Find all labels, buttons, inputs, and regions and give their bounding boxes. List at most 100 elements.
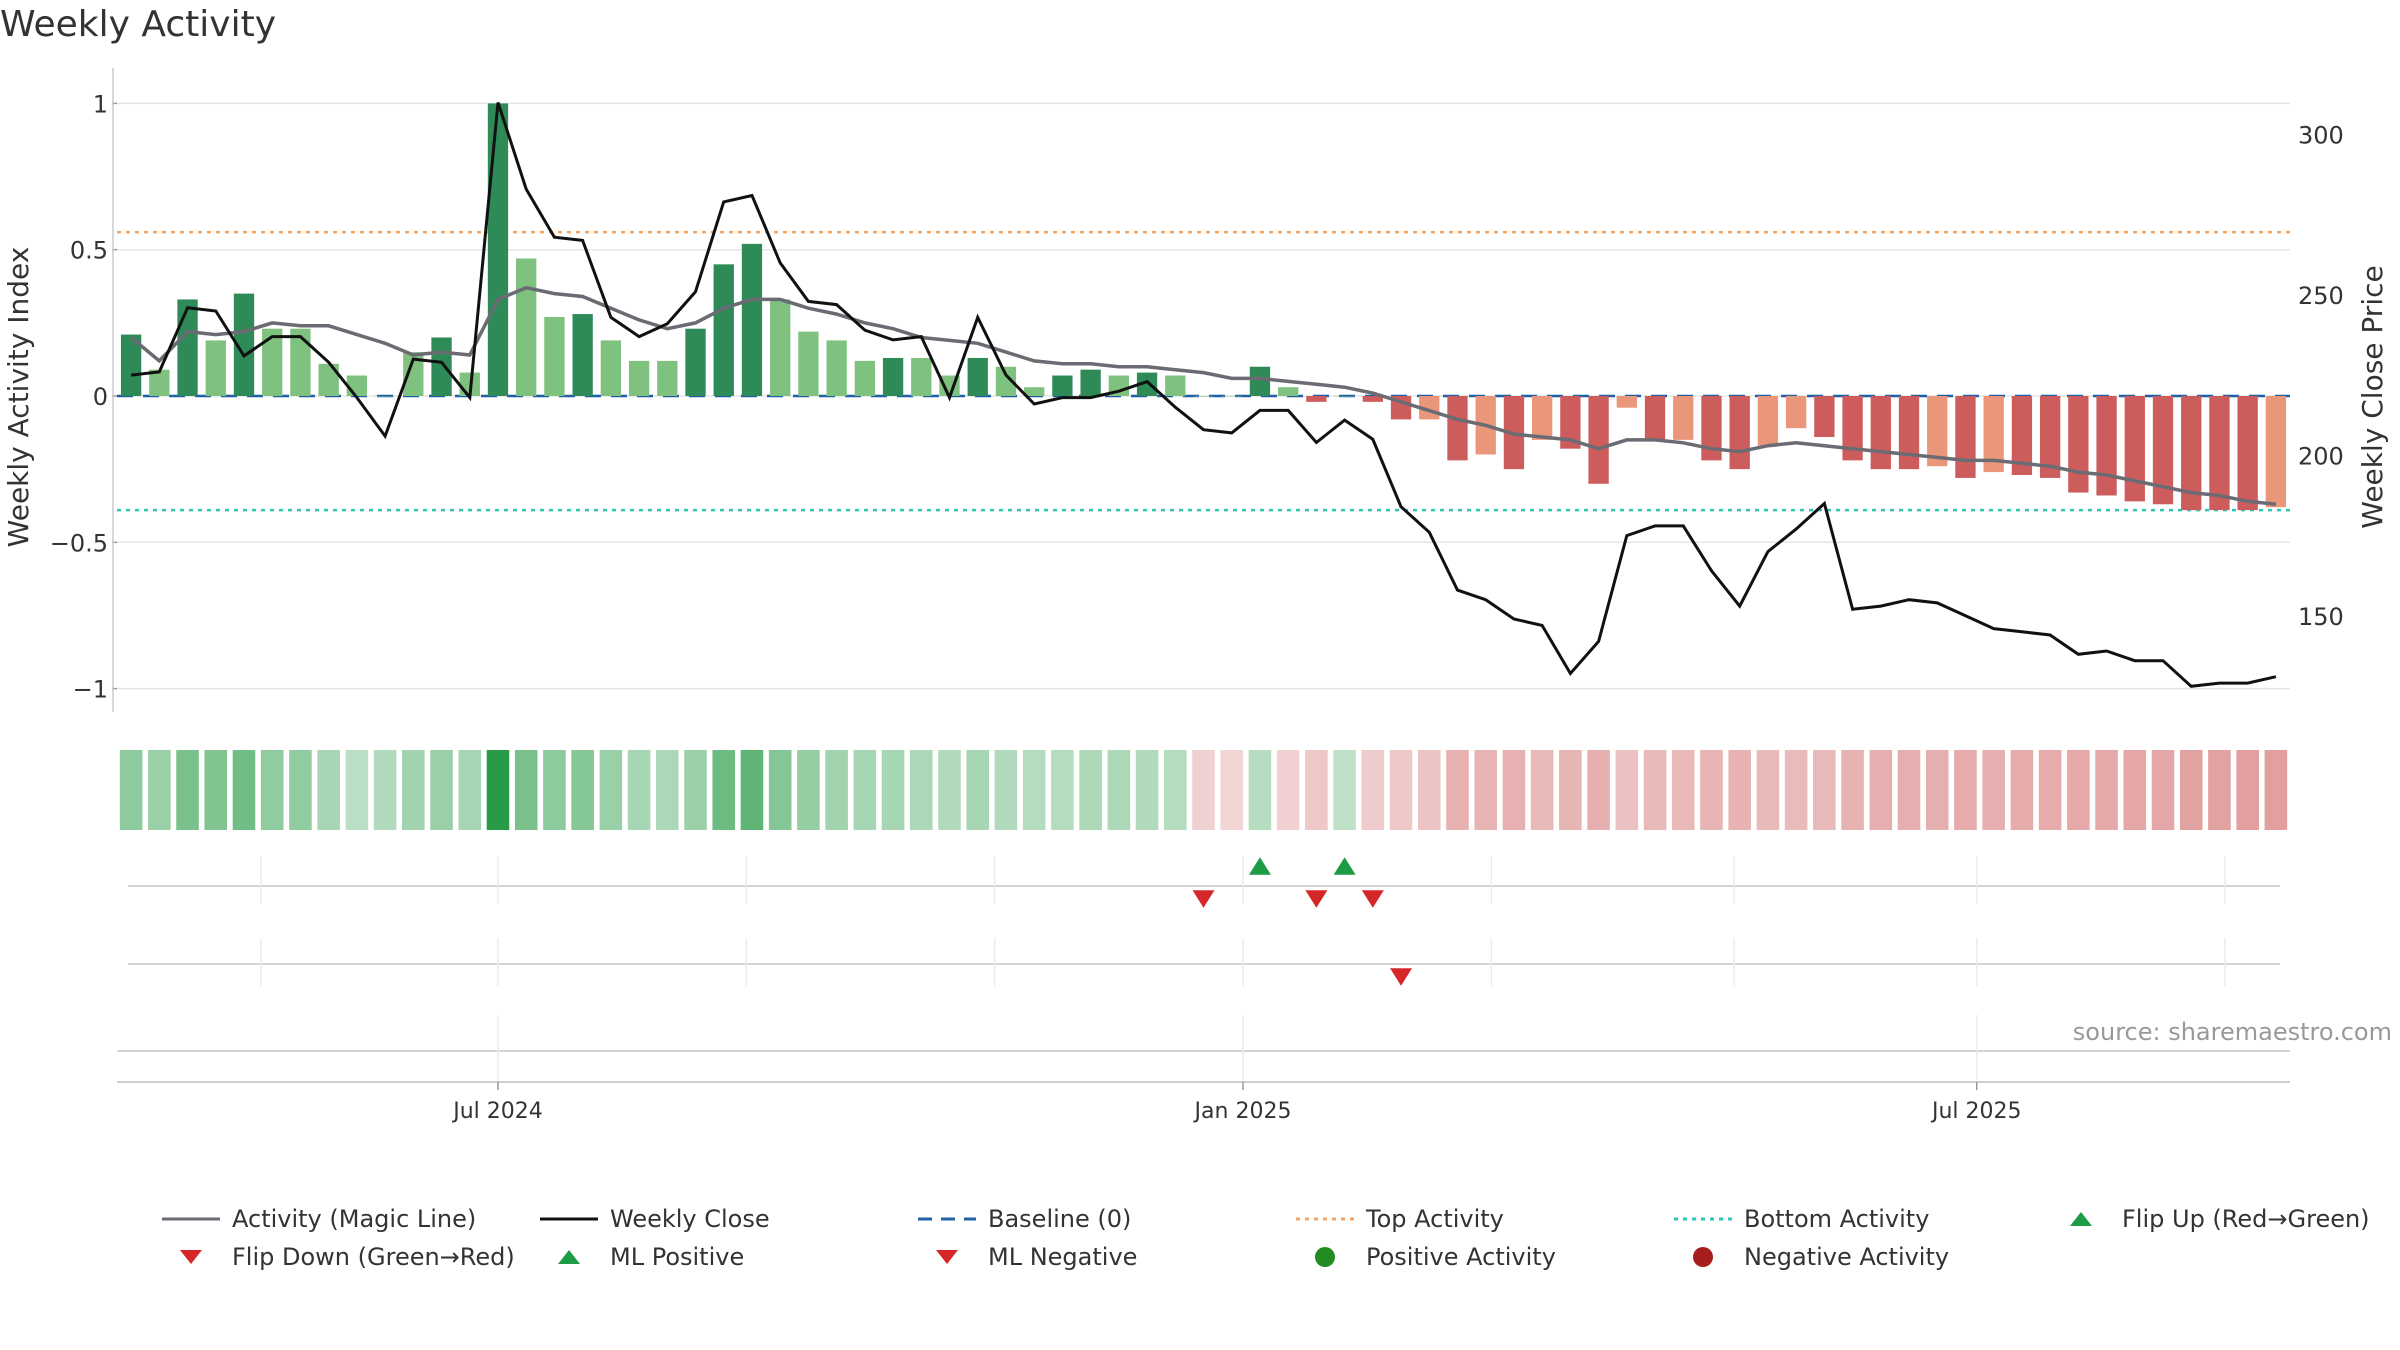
heat-strip-cell (2179, 750, 2203, 830)
weekly-close-line (130, 102, 2277, 688)
activity-bar (1898, 396, 1920, 470)
heat-strip-cell (1305, 750, 1328, 830)
activity-bar (2237, 396, 2258, 511)
activity-bar (233, 293, 255, 396)
heat-strip-cell (1869, 750, 1893, 830)
activity-bar (374, 396, 396, 397)
left-axis-label: Weekly Activity Index (2, 247, 35, 548)
activity-bar (516, 258, 537, 396)
triangle-up-icon (2050, 1207, 2112, 1231)
heat-strip-cell (1671, 750, 1695, 830)
close-line-key-icon (538, 1207, 600, 1231)
heat-strip-cell (1248, 750, 1272, 830)
baseline-key-icon (916, 1207, 978, 1231)
activity-bar (487, 103, 509, 396)
activity-bar (2124, 396, 2145, 502)
x-tick-label: Jan 2025 (1193, 1099, 1292, 1124)
heat-strip (119, 750, 2288, 830)
activity-bar (403, 352, 424, 396)
heat-strip-cell (176, 750, 199, 830)
activity-bar (1955, 396, 1976, 478)
negative-dot-icon (1672, 1245, 1734, 1269)
ml-negative-marker (1361, 890, 1384, 908)
legend-item: Weekly Close (538, 1205, 770, 1233)
ml-positive-marker (1248, 857, 1271, 875)
legend-label: Flip Down (Green→Red) (232, 1243, 515, 1271)
activity-bar (911, 357, 932, 396)
page-title: Weekly Activity (0, 4, 277, 45)
heat-strip-cell (966, 750, 990, 830)
heat-strip-cell (2151, 750, 2175, 830)
activity-bar (262, 328, 283, 396)
legend-item: Flip Up (Red→Green) (2050, 1205, 2370, 1233)
heat-strip-cell (740, 750, 764, 830)
heat-strip-cell (1925, 750, 1949, 830)
activity-bar (318, 363, 339, 396)
activity-bar (2096, 396, 2117, 496)
magic-line-key-icon (160, 1207, 222, 1231)
legend-label: Bottom Activity (1744, 1205, 1930, 1233)
activity-bar (1842, 396, 1863, 461)
left-tick-label: 0.5 (70, 237, 108, 265)
activity-bar (1701, 396, 1722, 461)
activity-bar (1673, 396, 1694, 440)
bottom-activity-key-icon (1672, 1207, 1734, 1231)
activity-bar (2181, 396, 2202, 511)
activity-bar (1334, 396, 1355, 397)
heat-strip-cell (486, 750, 510, 830)
ml-positive-marker (1333, 857, 1356, 875)
heat-strip-cell (1051, 750, 1074, 830)
activity-bar (2209, 396, 2230, 511)
right-tick-label: 300 (2298, 122, 2344, 150)
activity-bar (713, 264, 734, 396)
heat-strip-cell (1417, 750, 1441, 830)
legend-label: Weekly Close (610, 1205, 770, 1233)
activity-bar (346, 375, 368, 396)
heat-strip-cell (1615, 750, 1639, 830)
legend-item: Positive Activity (1294, 1243, 1556, 1271)
weekly-activity-chart: 1 0.5 0 −0.5 −1 300 250 200 150 Jul 2024 Jan 2025… (2, 68, 2389, 1124)
heat-strip-cell (2010, 750, 2034, 830)
triangle-up-icon (538, 1245, 600, 1269)
heat-strip-cell (938, 750, 961, 830)
activity-bar (1136, 372, 1158, 396)
heat-strip-cell (1587, 750, 1610, 830)
activity-bar (854, 360, 876, 396)
positive-dot-icon (1294, 1245, 1356, 1269)
activity-bar (205, 340, 226, 396)
legend-item: Activity (Magic Line) (160, 1205, 476, 1233)
source-credit: source: sharemaestro.com (2072, 1018, 2392, 1046)
x-tick-label: Jul 2024 (451, 1099, 543, 1124)
activity-bar (1362, 396, 1383, 402)
heat-strip-cell (994, 750, 1018, 830)
activity-bar (177, 299, 198, 396)
activity-bar (149, 369, 170, 396)
triangle-down-icon (916, 1245, 978, 1269)
x-tick-label: Jul 2025 (1930, 1099, 2022, 1124)
activity-bar (1729, 396, 1750, 470)
heat-strip-cell (627, 750, 651, 830)
heat-strip-cell (797, 750, 820, 830)
left-tick-label: −0.5 (50, 529, 108, 557)
activity-bar (1560, 396, 1581, 449)
activity-bar (882, 357, 904, 396)
heat-strip-cell (1107, 750, 1131, 830)
right-axis-label: Weekly Close Price (2356, 265, 2389, 528)
heat-strip-cell (1559, 750, 1582, 830)
activity-bar (1249, 366, 1271, 396)
x-axis: Jul 2024 Jan 2025 Jul 2025 (117, 1081, 2290, 1124)
heat-strip-cell (1982, 750, 2005, 830)
heat-strip-cell (571, 750, 594, 830)
activity-bar (1193, 396, 1214, 397)
activity-bar (1278, 387, 1299, 396)
triangle-down-icon (160, 1245, 222, 1269)
legend-label: ML Negative (988, 1243, 1138, 1271)
activity-bar (572, 314, 593, 396)
activity-bar (431, 337, 452, 396)
activity-bar (2152, 396, 2174, 505)
right-tick-label: 250 (2298, 282, 2344, 310)
activity-bar (995, 366, 1017, 396)
heat-strip-cell (1079, 750, 1102, 830)
legend-item: ML Positive (538, 1243, 744, 1271)
series-lines (129, 102, 2277, 688)
